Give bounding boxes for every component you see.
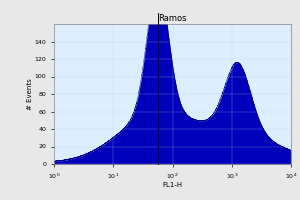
X-axis label: FL1-H: FL1-H	[162, 182, 183, 188]
Y-axis label: # Events: # Events	[27, 78, 33, 110]
Title: Ramos: Ramos	[158, 14, 187, 23]
